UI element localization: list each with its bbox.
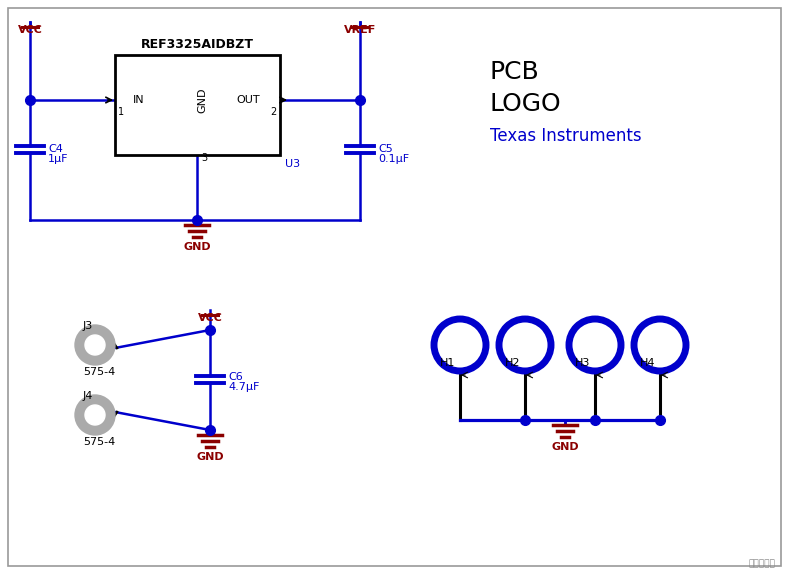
Bar xyxy=(115,55,280,155)
Text: VCC: VCC xyxy=(17,25,43,35)
Text: LOGO: LOGO xyxy=(490,92,562,116)
Text: C4: C4 xyxy=(48,144,63,154)
Text: OUT: OUT xyxy=(237,95,260,105)
Text: U3: U3 xyxy=(285,159,300,169)
Text: 1μF: 1μF xyxy=(48,154,69,164)
Text: H3: H3 xyxy=(575,358,590,368)
Text: 575-4: 575-4 xyxy=(83,437,115,447)
Text: VCC: VCC xyxy=(197,313,222,323)
Text: H1: H1 xyxy=(440,358,455,368)
Text: GND: GND xyxy=(183,242,211,252)
Text: GND: GND xyxy=(196,452,224,462)
Circle shape xyxy=(85,405,105,425)
Text: GND: GND xyxy=(552,442,579,452)
Circle shape xyxy=(75,395,115,435)
Text: GND: GND xyxy=(197,87,208,113)
Text: 1: 1 xyxy=(118,107,124,117)
Text: 2: 2 xyxy=(271,107,277,117)
Text: REF3325AIDBZT: REF3325AIDBZT xyxy=(141,38,254,51)
Text: J4: J4 xyxy=(83,391,93,401)
Text: VREF: VREF xyxy=(344,25,376,35)
Text: H2: H2 xyxy=(505,358,521,368)
Text: IN: IN xyxy=(133,95,144,105)
Text: J3: J3 xyxy=(83,321,93,331)
Text: 电子发烧友: 电子发烧友 xyxy=(748,559,775,568)
Text: C6: C6 xyxy=(228,372,243,382)
Text: C5: C5 xyxy=(378,144,393,154)
Text: 4.7μF: 4.7μF xyxy=(228,382,260,392)
Text: 0.1μF: 0.1μF xyxy=(378,154,409,164)
Circle shape xyxy=(85,335,105,355)
Text: 3: 3 xyxy=(201,153,208,163)
Text: PCB: PCB xyxy=(490,60,540,84)
Text: H4: H4 xyxy=(640,358,656,368)
Circle shape xyxy=(75,325,115,365)
Text: Texas Instruments: Texas Instruments xyxy=(490,127,641,145)
Text: 575-4: 575-4 xyxy=(83,367,115,377)
